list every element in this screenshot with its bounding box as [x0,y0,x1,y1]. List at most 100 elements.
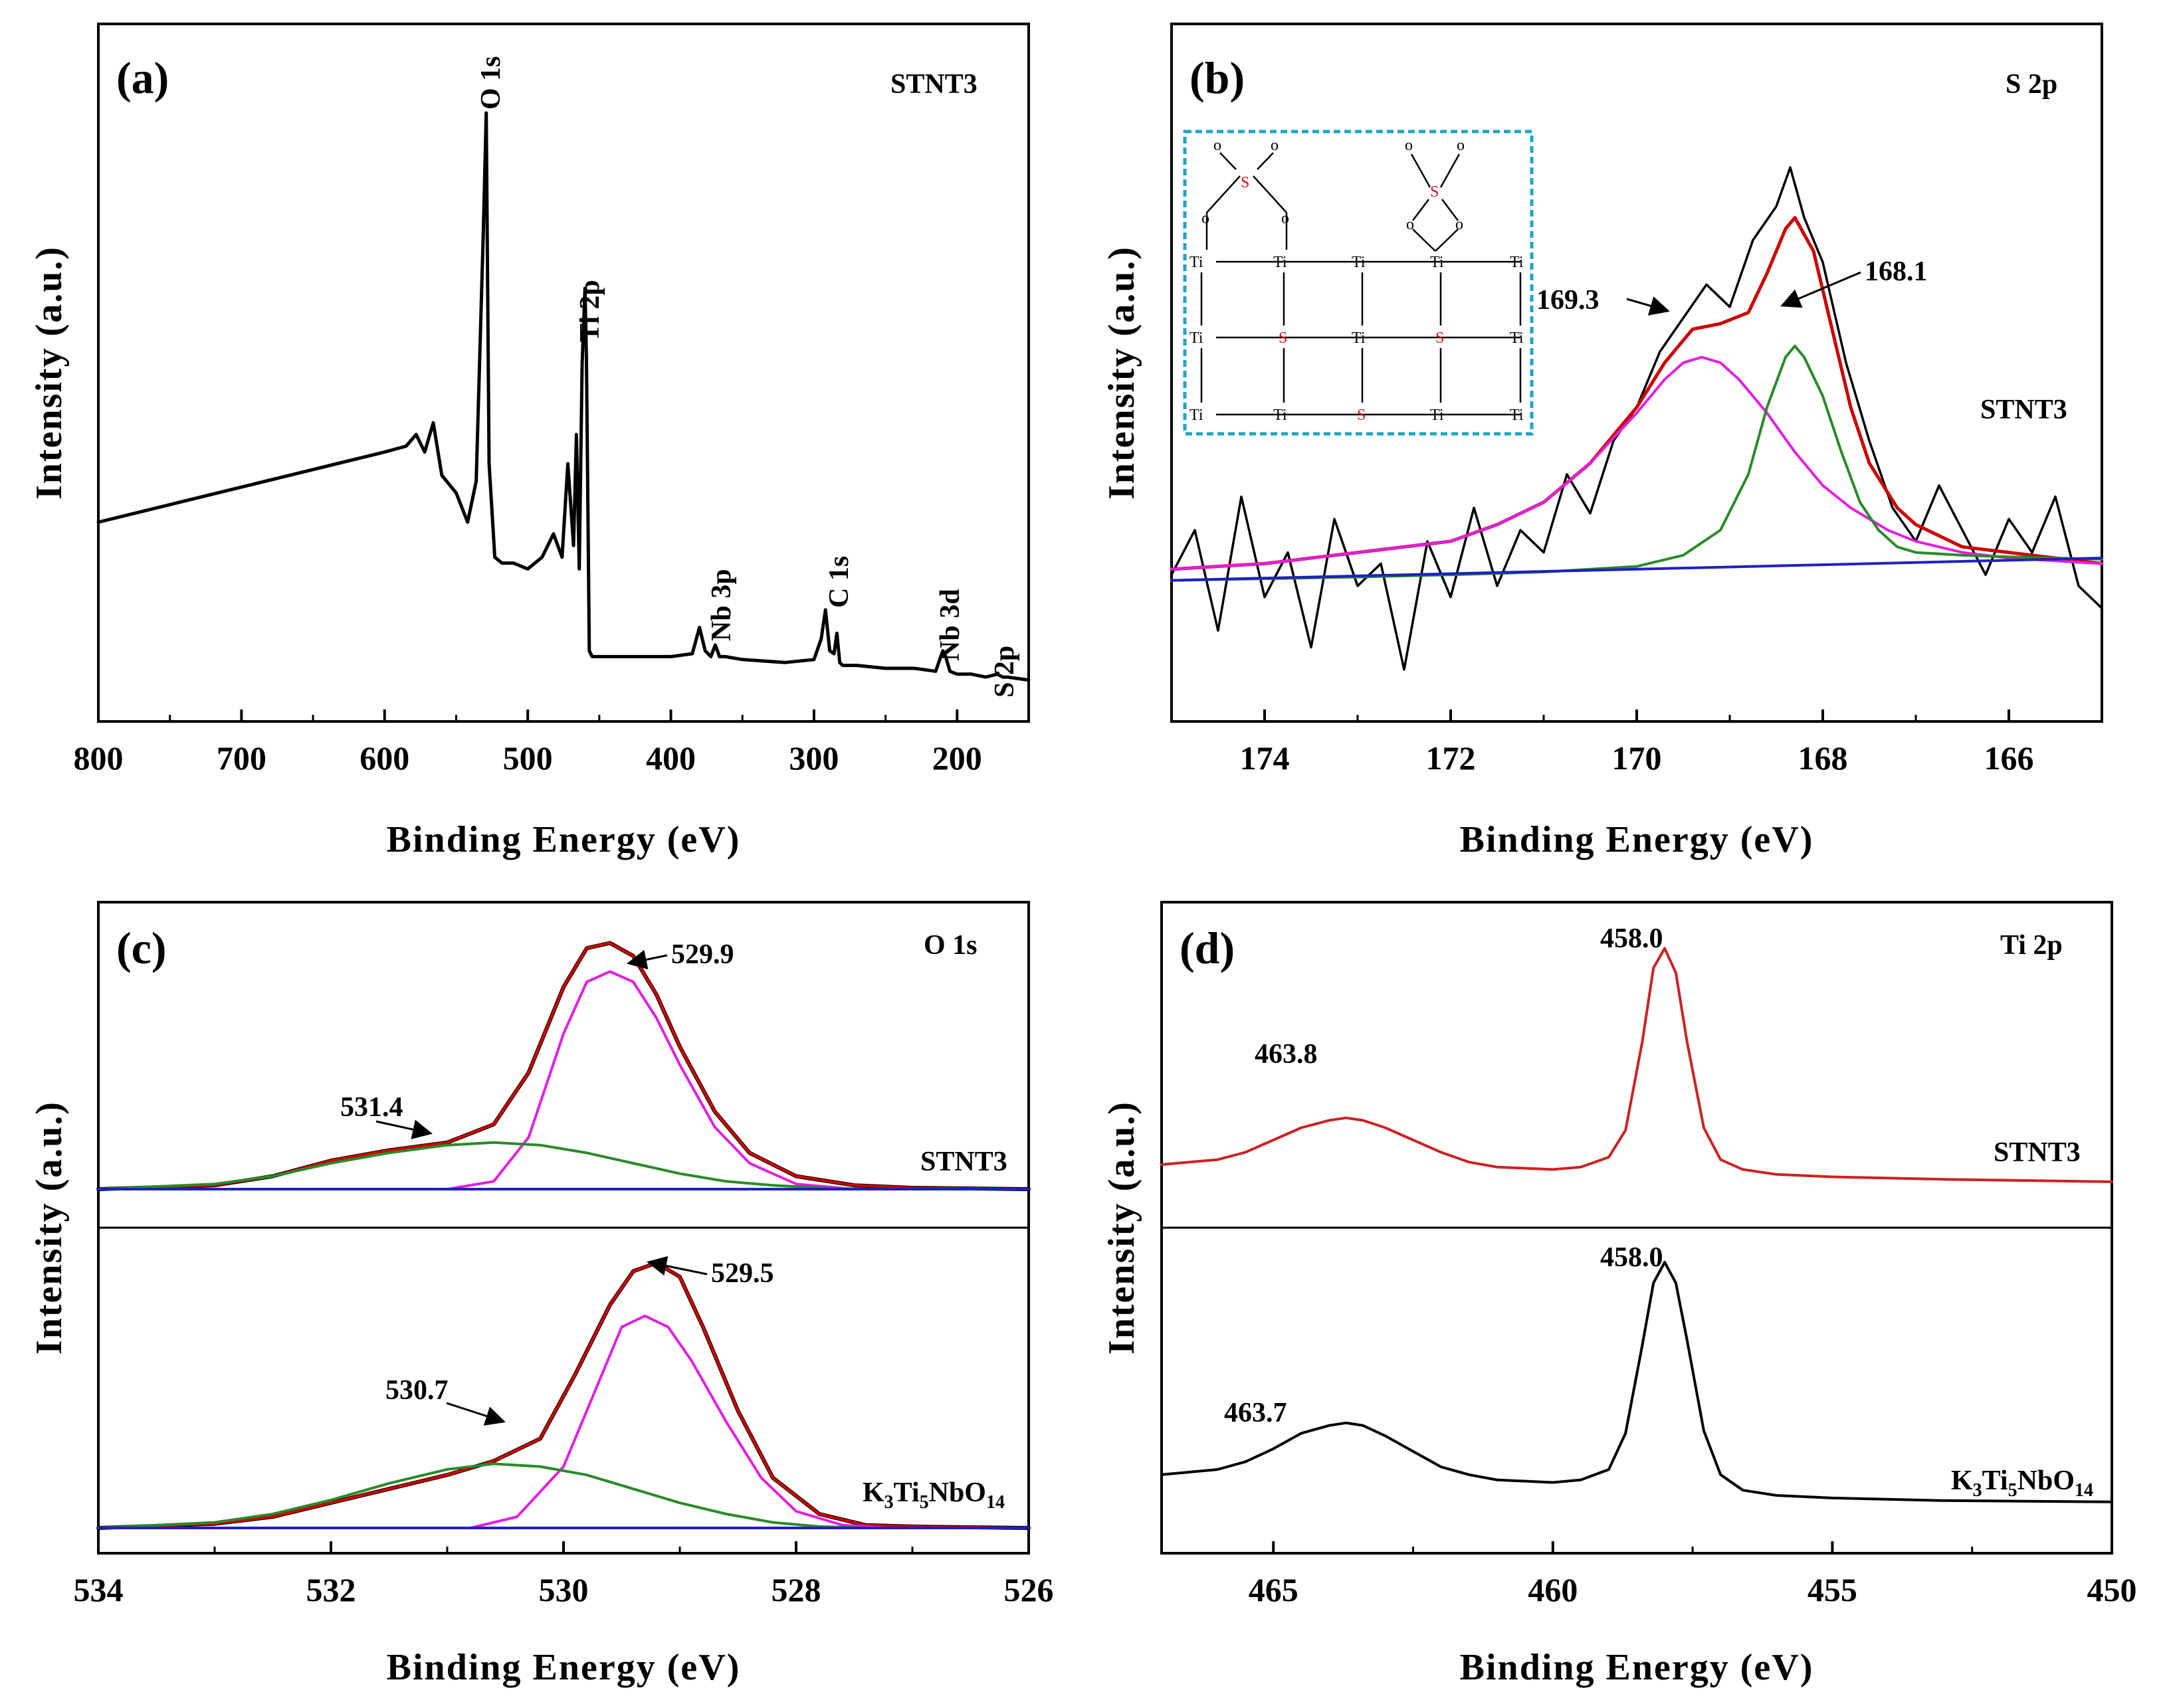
series-stnt3-survey [96,111,1031,682]
b-tick-label: 170 [1612,739,1662,777]
panel-a: 800 700 600 500 400 300 200 (a) STNT3 O 1s Ti … [29,23,1031,860]
peak-label-529-5: 529.5 [711,1258,774,1289]
arrow-530-7 [446,1402,506,1426]
arrow-529-5 [647,1256,708,1276]
panel-a-x-axis-title: Binding Energy (eV) [387,819,741,860]
inset-o: o [1213,137,1221,154]
panel-b-series [1170,166,2104,671]
peak-label-s2p: S 2p [989,646,1020,698]
peak-label-168-1: 168.1 [1865,256,1928,287]
panel-d-bottom-sample: K3Ti5NbO14 [1951,1466,2093,1501]
a-tick-label: 400 [646,739,696,777]
arrow-169-3 [1626,296,1670,316]
d-tick-label: 465 [1249,1571,1298,1608]
series-531-4-component [97,1141,1030,1190]
series-stnt3 [1160,947,2113,1183]
inset-o: o [1455,216,1463,233]
peak-label-531-4: 531.4 [340,1092,403,1123]
inset-o: o [1271,137,1279,154]
inset-o: o [1406,216,1414,233]
c-tick-label: 528 [772,1571,821,1608]
series-raw [96,941,1031,1191]
panel-a-series [96,111,1031,682]
panel-b-x-axis-title: Binding Energy (eV) [1460,819,1814,860]
panel-d-series [1160,947,2113,1503]
panel-c-x-axis-title: Binding Energy (eV) [387,1647,741,1688]
panel-b: 174 172 170 168 166 (b) S 2p [1101,23,2104,860]
panel-a-y-axis-title: Intensity (a.u.) [29,246,70,500]
peak-label-530-7: 530.7 [385,1375,449,1406]
inset-ti: Ti [1430,254,1444,271]
series-fit-envelope [97,941,1030,1190]
panel-b-region-label: S 2p [2006,69,2057,100]
inset-s: S [1430,183,1439,201]
panel-c-region-label: O 1s [924,930,978,961]
panel-d: 465 460 455 450 (d) Ti 2p 458.0 463.8 STNT3… [1101,901,2137,1688]
panel-b-sample-label: STNT3 [1980,395,2067,425]
peak-label-463-7: 463.7 [1224,1398,1287,1428]
series-169-3-component [1170,355,2103,571]
a-tick-label: 600 [360,739,409,777]
peak-label-458-0-bottom: 458.0 [1600,1242,1663,1273]
panel-d-y-axis-title: Intensity (a.u.) [1101,1101,1142,1355]
inset-ti: Ti [1352,330,1366,347]
series-529-9-component [97,970,1030,1190]
d-tick-label: 450 [2087,1571,2137,1608]
panel-c-y-axis-title: Intensity (a.u.) [29,1101,70,1355]
d-tick-label: 455 [1808,1571,1857,1608]
panel-c-top-sample: STNT3 [920,1147,1007,1177]
peak-label-c1s: C 1s [824,556,855,608]
panel-b-label: (b) [1189,52,1245,103]
c-tick-label: 526 [1004,1571,1054,1608]
panel-d-x-ticks: 465 460 455 450 [1249,1541,2137,1608]
series-baseline [1170,557,2103,582]
arrow-531-4 [375,1119,433,1139]
inset-ti: Ti [1189,254,1203,271]
series-k3ti5nbo14 [1160,1261,2113,1503]
panel-c: 534 532 530 528 526 (c) O 1s 529.9 531.4 STN… [29,901,1054,1688]
b-tick-label: 168 [1798,739,1848,777]
inset-s: S [1279,330,1287,347]
peak-label-nb3p: Nb 3p [706,569,737,641]
inset-s: S [1357,407,1366,424]
inset-o: o [1281,210,1289,227]
series-fit-envelope [97,1262,1030,1529]
inset-s: S [1241,174,1249,191]
inset-ti: Ti [1189,407,1203,424]
peak-label-463-8: 463.8 [1255,1039,1318,1070]
peak-label-nb3d: Nb 3d [935,589,966,661]
a-tick-label: 500 [503,739,553,777]
b-tick-label: 172 [1426,739,1476,777]
panel-a-sample-label: STNT3 [890,69,978,100]
panel-d-label: (d) [1180,923,1235,973]
inset-ti: Ti [1510,254,1524,271]
a-tick-label: 700 [217,739,266,777]
c-tick-label: 534 [74,1571,124,1608]
peak-label-ti2p: Ti 2p [575,280,605,342]
series-529-5-component [97,1314,1030,1529]
panel-a-frame [97,23,1030,723]
panel-d-top-sample: STNT3 [1994,1137,2081,1168]
arrow-529-9 [627,949,668,970]
panel-d-x-axis-title: Binding Energy (eV) [1460,1647,1814,1688]
panel-a-x-ticks: 800 700 600 500 400 300 200 [74,710,1030,777]
panel-c-series [96,941,1031,1530]
inset-o: o [1457,137,1465,154]
panel-b-x-ticks: 174 172 170 168 166 [1170,710,2103,777]
b-tick-label: 174 [1240,739,1290,777]
c-tick-label: 532 [306,1571,356,1608]
inset-ti: Ti [1189,330,1203,347]
peak-label-458-0-top: 458.0 [1600,923,1663,954]
panel-a-label: (a) [116,52,169,103]
panel-b-y-axis-title: Intensity (a.u.) [1101,246,1142,500]
b-tick-label: 166 [1984,739,2034,777]
c-tick-label: 530 [539,1571,589,1608]
series-raw [1170,166,2103,671]
a-tick-label: 200 [932,739,982,777]
inset-ti: Ti [1273,407,1287,424]
a-tick-label: 800 [74,739,124,777]
panel-c-x-ticks: 534 532 530 528 526 [74,1541,1054,1608]
inset-ti: Ti [1510,330,1524,347]
peak-label-169-3: 169.3 [1536,285,1600,316]
panel-c-label: (c) [116,923,166,973]
